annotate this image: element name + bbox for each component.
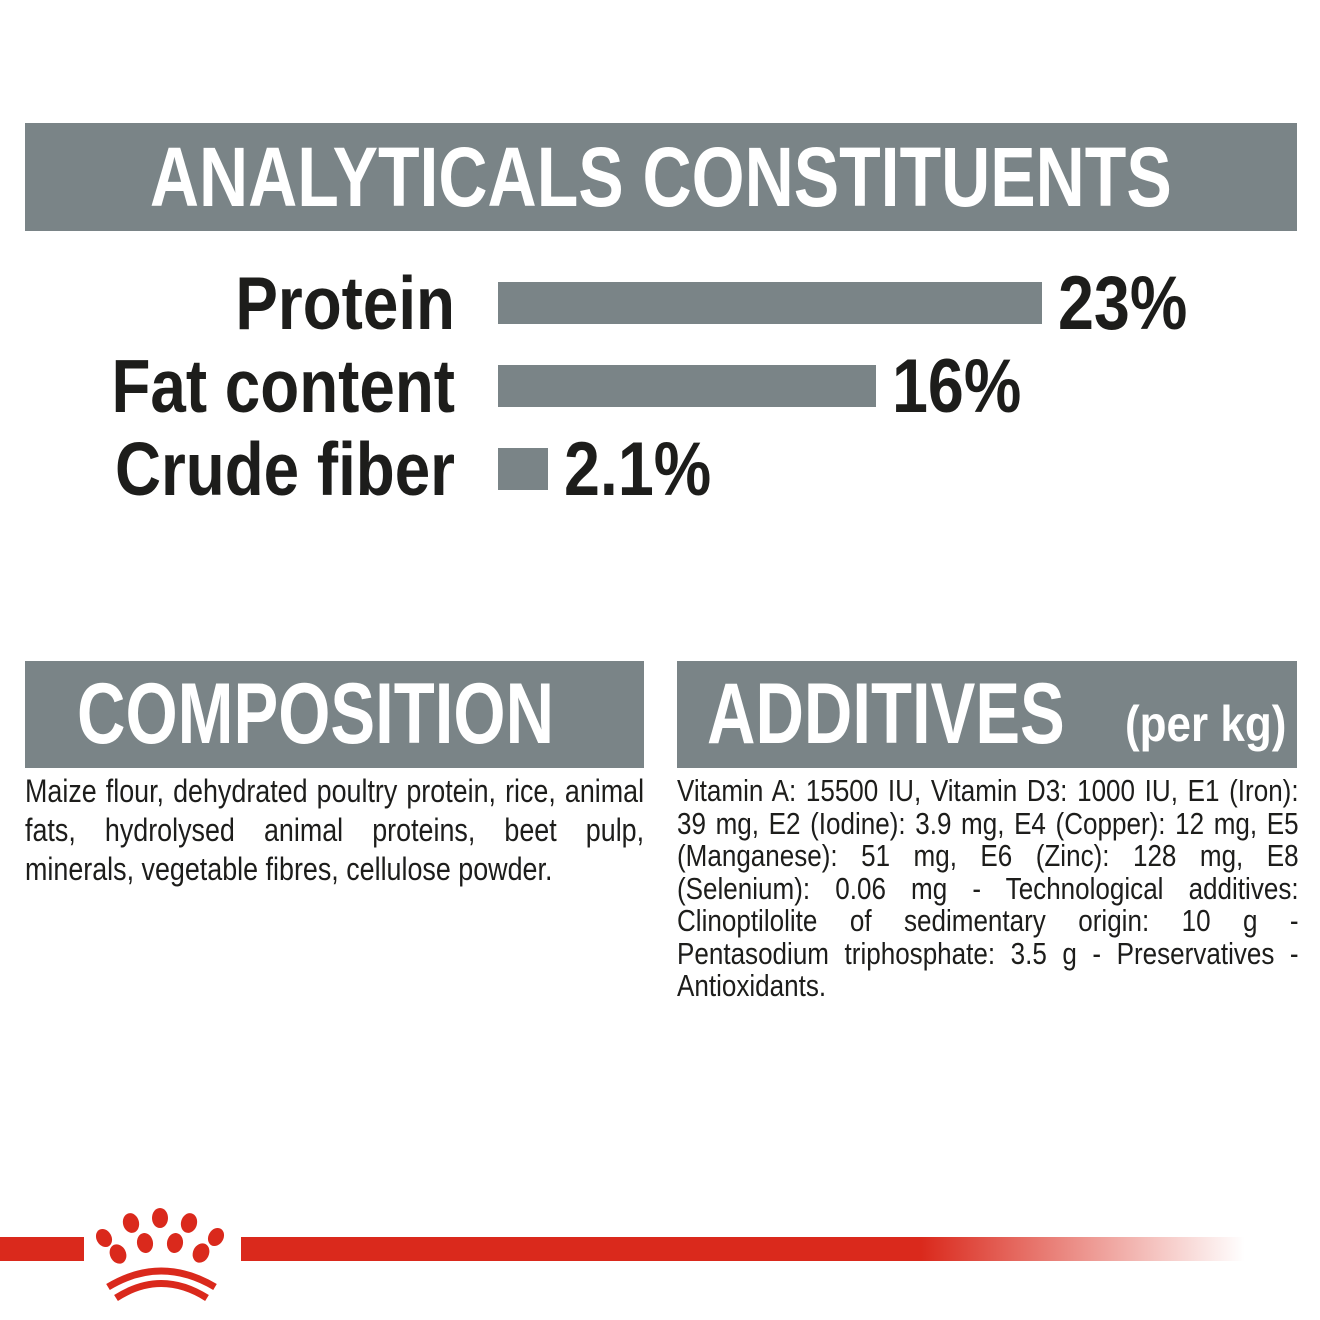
chart-row: Protein 23% <box>0 261 1320 346</box>
composition-title: COMPOSITION <box>77 666 555 762</box>
brand-red-band-right <box>241 1237 1320 1261</box>
chart-bar <box>498 448 548 490</box>
chart-value-label: 23% <box>1058 261 1188 346</box>
chart-value-label: 2.1% <box>564 427 712 512</box>
analytical-constituents-bar-chart: Protein 23% Fat content 16% Crude fiber 2.1% <box>0 262 1320 517</box>
additives-header-bar: ADDITIVES (per kg) <box>677 661 1297 768</box>
composition-body: Maize flour, dehydrated poultry protein,… <box>25 773 645 887</box>
chart-row: Crude fiber 2.1% <box>0 427 1320 512</box>
additives-body: Vitamin A: 15500 IU, Vitamin D3: 1000 IU… <box>677 773 1299 1003</box>
chart-category-label: Fat content <box>111 344 455 428</box>
chart-value-label: 16% <box>892 344 1022 429</box>
analyticals-header-bar: ANALYTICALS CONSTITUENTS <box>25 123 1297 231</box>
brand-red-band-left <box>0 1237 84 1261</box>
royal-canin-crown-logo <box>95 1208 225 1301</box>
analyticals-title: ANALYTICALS CONSTITUENTS <box>150 129 1172 224</box>
additives-title: ADDITIVES <box>707 666 1065 762</box>
chart-row: Fat content 16% <box>0 344 1320 429</box>
chart-category-label: Protein <box>235 261 455 345</box>
additives-unit-note: (per kg) <box>1125 696 1287 752</box>
chart-bar <box>498 365 876 407</box>
composition-header-bar: COMPOSITION <box>25 661 644 768</box>
chart-category-label: Crude fiber <box>114 427 456 511</box>
chart-bar <box>498 282 1042 324</box>
